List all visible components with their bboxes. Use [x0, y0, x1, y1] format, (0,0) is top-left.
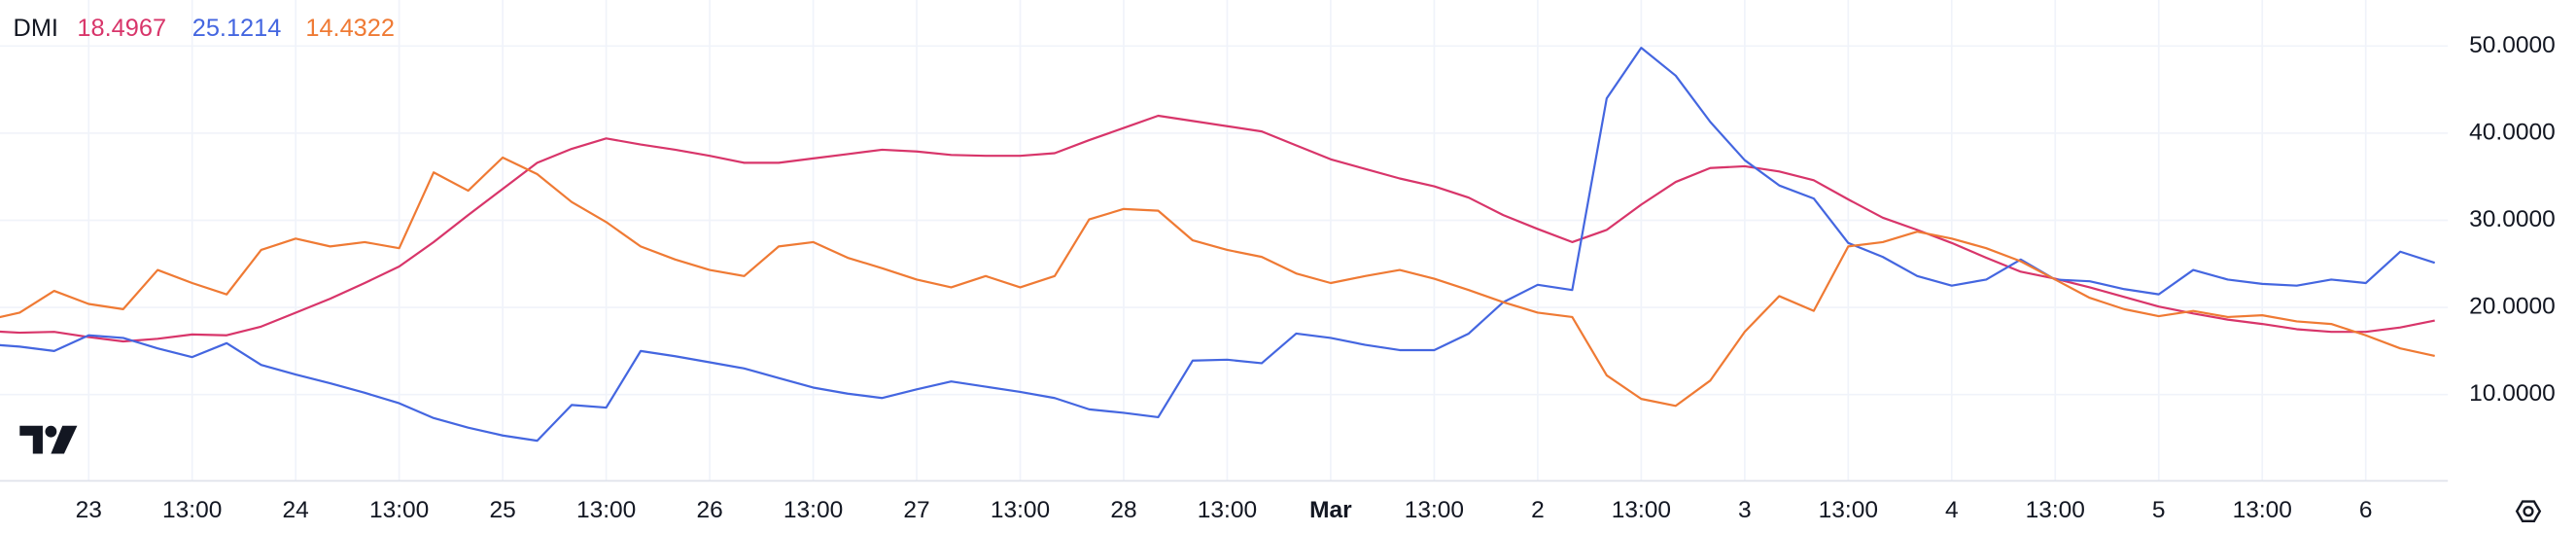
dmi-line: [0, 114, 2435, 343]
y-tick-label: 40.0000: [2469, 119, 2556, 145]
y-tick-label: 10.0000: [2469, 380, 2556, 407]
x-tick-label: 13:00: [991, 497, 1050, 523]
y-tick-label: 30.0000: [2469, 206, 2556, 232]
x-tick-label: 13:00: [1819, 497, 1878, 523]
x-tick-label: 28: [1110, 497, 1136, 523]
x-tick-label: Mar: [1309, 497, 1352, 523]
y-tick-label: 50.0000: [2469, 32, 2556, 58]
settings-icon[interactable]: [2515, 500, 2542, 522]
x-tick-label: 13:00: [1405, 497, 1464, 523]
legend-value: 14.4322: [305, 15, 395, 42]
x-tick-label: 3: [1738, 497, 1752, 523]
x-tick-label: 6: [2359, 497, 2373, 523]
axis-labels: 10.000020.000030.000040.000050.000000231…: [76, 32, 2556, 523]
plot-area: [0, 47, 2436, 443]
indicator-name: DMI: [14, 15, 58, 42]
x-tick-label: 13:00: [1198, 497, 1257, 523]
x-tick-label: 4: [1945, 497, 1959, 523]
dmi-line: [0, 156, 2435, 408]
x-tick-label: 27: [903, 497, 929, 523]
x-tick-label: 26: [696, 497, 722, 523]
x-tick-label: 13:00: [1612, 497, 1671, 523]
x-tick-label: 25: [489, 497, 515, 523]
y-tick-label: 20.0000: [2469, 294, 2556, 320]
legend: DMI 18.4967 25.1214 14.4322: [14, 15, 395, 42]
tradingview-logo: [19, 425, 78, 454]
x-tick-label: 5: [2152, 497, 2166, 523]
grid: [0, 0, 2449, 480]
x-tick-label: 13:00: [162, 497, 222, 523]
x-tick-label: 13:00: [783, 497, 843, 523]
dmi-line: [0, 47, 2436, 443]
x-tick-label: 2: [1531, 497, 1545, 523]
x-tick-label: 13:00: [576, 497, 636, 523]
x-tick-label: 23: [76, 497, 102, 523]
legend-value: 25.1214: [192, 15, 282, 42]
x-tick-label: 24: [283, 497, 309, 523]
legend-value: 18.4967: [77, 15, 166, 42]
x-tick-label: 13:00: [2026, 497, 2085, 523]
x-tick-label: 13:00: [369, 497, 429, 523]
x-tick-label: 13:00: [2233, 497, 2292, 523]
